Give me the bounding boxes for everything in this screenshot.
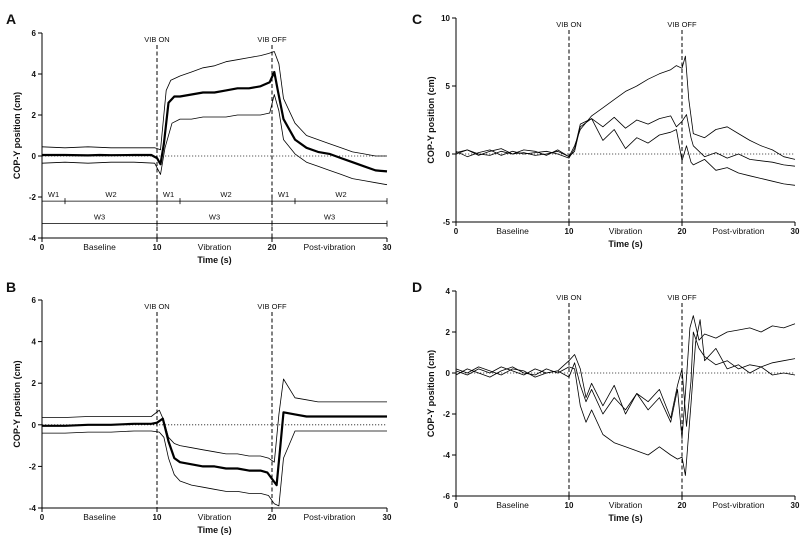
phase-label: Vibration xyxy=(198,242,232,252)
x-tick-label: 20 xyxy=(268,243,277,252)
y-tick-label: -4 xyxy=(443,451,451,460)
vibration-marker-label: VIB OFF xyxy=(667,293,697,302)
phase-label: Post-vibration xyxy=(713,226,765,236)
vibration-marker-label: VIB OFF xyxy=(667,20,697,29)
series-line-trial-2 xyxy=(455,114,796,167)
window-label: W2 xyxy=(220,190,231,199)
phase-label: Post-vibration xyxy=(713,500,765,510)
y-tick-label: 0 xyxy=(446,150,451,159)
y-tick-label: 6 xyxy=(32,296,37,305)
window-label: W3 xyxy=(209,213,220,222)
vibration-marker-label: VIB ON xyxy=(556,20,581,29)
x-tick-label: 30 xyxy=(383,243,392,252)
x-tick-label: 0 xyxy=(40,513,45,522)
window-label: W2 xyxy=(105,190,116,199)
panel-d: D -6 -4 -2 0 2 4 0 10 20 30 Baseline Vibration Post-v… xyxy=(412,279,800,523)
x-tick-label: 10 xyxy=(565,227,574,236)
series-line-upper xyxy=(42,378,387,463)
phase-label: Baseline xyxy=(496,226,529,236)
panel-letter: A xyxy=(6,11,16,27)
x-axis-title: Time (s) xyxy=(608,513,642,523)
phase-label: Post-vibration xyxy=(304,512,356,522)
x-tick-label: 0 xyxy=(454,227,459,236)
y-axis-title: COP-Y position (cm) xyxy=(12,92,22,179)
y-tick-label: -6 xyxy=(443,492,451,501)
x-tick-label: 30 xyxy=(791,501,800,510)
vibration-marker-label: VIB ON xyxy=(556,293,581,302)
x-tick-label: 20 xyxy=(678,501,687,510)
series-line-trial-2 xyxy=(455,319,796,476)
window-label: W2 xyxy=(335,190,346,199)
y-tick-label: -5 xyxy=(443,218,451,227)
window-label: W1 xyxy=(278,190,289,199)
series-line-trial-3 xyxy=(455,331,796,427)
vibration-marker-label: VIB ON xyxy=(144,35,169,44)
series-line-trial-1 xyxy=(455,55,796,160)
phase-label: Post-vibration xyxy=(304,242,356,252)
y-tick-label: 4 xyxy=(32,70,37,79)
y-tick-label: 0 xyxy=(32,421,37,430)
y-tick-label: 0 xyxy=(32,152,37,161)
panel-a: A -4 -2 0 2 4 6 0 10 20 30 Baseline Vibration Post-vi… xyxy=(6,11,392,265)
vibration-marker-label: VIB OFF xyxy=(257,35,287,44)
phase-label: Vibration xyxy=(609,226,643,236)
y-axis-title: COP-Y position (cm) xyxy=(426,350,436,437)
y-tick-label: -2 xyxy=(29,193,37,202)
x-axis-title: Time (s) xyxy=(608,239,642,249)
window-label: W3 xyxy=(94,213,105,222)
series-line-lower xyxy=(42,430,387,507)
y-tick-label: 5 xyxy=(446,82,451,91)
window-label: W1 xyxy=(48,190,59,199)
x-tick-label: 30 xyxy=(383,513,392,522)
y-tick-label: 2 xyxy=(446,328,451,337)
y-tick-label: 2 xyxy=(32,111,37,120)
x-tick-label: 30 xyxy=(791,227,800,236)
phase-label: Baseline xyxy=(83,242,116,252)
series-line-upper xyxy=(41,51,387,157)
panel-b: B -4 -2 0 2 4 6 0 10 20 30 Baseline Vibration Post-vi… xyxy=(6,279,392,535)
window-label: W1 xyxy=(163,190,174,199)
x-tick-label: 0 xyxy=(454,501,459,510)
panel-letter: C xyxy=(412,11,422,27)
vibration-marker-label: VIB ON xyxy=(144,302,169,311)
x-axis-title: Time (s) xyxy=(197,255,231,265)
series-line-trial-3 xyxy=(455,118,796,186)
x-tick-label: 10 xyxy=(153,243,162,252)
series-line-mean xyxy=(42,70,388,173)
x-axis-title: Time (s) xyxy=(197,525,231,535)
y-axis-title: COP-Y position (cm) xyxy=(12,360,22,447)
vibration-marker-label: VIB OFF xyxy=(257,302,287,311)
y-axis-title: COP-Y position (cm) xyxy=(426,76,436,163)
window-label: W3 xyxy=(324,213,335,222)
y-tick-label: 4 xyxy=(446,287,451,296)
y-tick-label: -2 xyxy=(29,462,37,471)
phase-label: Vibration xyxy=(198,512,232,522)
y-tick-label: 10 xyxy=(441,14,450,23)
y-tick-label: -2 xyxy=(443,410,451,419)
panel-letter: D xyxy=(412,279,422,295)
y-tick-label: -4 xyxy=(29,504,37,513)
y-tick-label: 2 xyxy=(32,379,37,388)
x-tick-label: 10 xyxy=(153,513,162,522)
y-tick-label: 0 xyxy=(446,369,451,378)
y-tick-label: -4 xyxy=(29,234,37,243)
x-tick-label: 0 xyxy=(40,243,45,252)
panel-letter: B xyxy=(6,279,16,295)
series-line-mean xyxy=(42,411,387,487)
x-tick-label: 10 xyxy=(565,501,574,510)
x-tick-label: 20 xyxy=(268,513,277,522)
phase-label: Vibration xyxy=(609,500,643,510)
phase-label: Baseline xyxy=(83,512,116,522)
series-line-trial-1 xyxy=(455,315,796,439)
y-tick-label: 4 xyxy=(32,338,37,347)
x-tick-label: 20 xyxy=(678,227,687,236)
series-line-lower xyxy=(41,94,388,186)
phase-label: Baseline xyxy=(496,500,529,510)
y-tick-label: 6 xyxy=(32,29,37,38)
